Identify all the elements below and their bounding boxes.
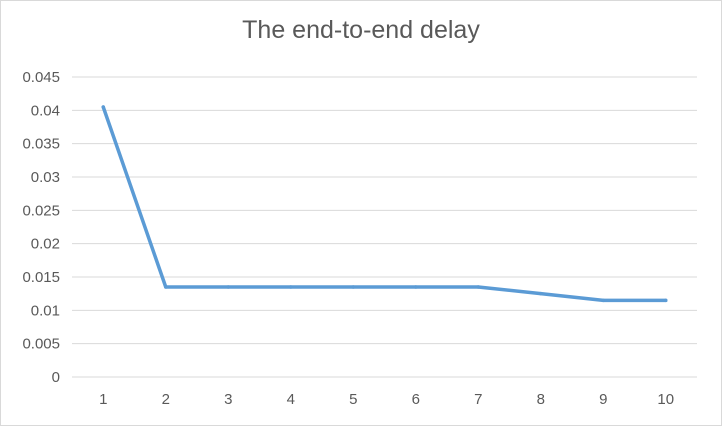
x-tick-label: 10: [657, 391, 674, 408]
x-tick-label: 3: [224, 391, 232, 408]
x-tick-label: 5: [349, 391, 357, 408]
data-point: [289, 285, 293, 289]
series-line: [101, 105, 668, 303]
x-tick-label: 8: [537, 391, 545, 408]
y-tick-label: 0.04: [31, 102, 60, 119]
y-tick-label: 0.025: [22, 202, 60, 219]
y-tick-label: 0.01: [31, 302, 60, 319]
data-point: [664, 298, 668, 303]
y-tick-label: 0.02: [31, 236, 60, 253]
data-point: [101, 105, 105, 109]
data-point: [476, 285, 480, 289]
data-point: [539, 291, 543, 296]
data-point: [351, 285, 355, 289]
data-point: [226, 285, 230, 289]
y-tick-label: 0.035: [22, 136, 60, 153]
x-tick-label: 4: [287, 391, 295, 408]
data-point: [414, 285, 418, 289]
y-tick-label: 0.015: [22, 269, 60, 286]
x-tick-label: 7: [474, 391, 482, 408]
data-point: [601, 298, 605, 303]
y-tick-label: 0.03: [31, 169, 60, 186]
x-tick-label: 2: [162, 391, 170, 408]
x-tick-label: 9: [599, 391, 607, 408]
x-tick-label: 6: [412, 391, 420, 408]
y-tick-label: 0.045: [22, 69, 60, 86]
y-tick-label: 0: [52, 369, 60, 386]
x-tick-label: 1: [99, 391, 107, 408]
data-point: [164, 285, 168, 289]
chart-title: The end-to-end delay: [242, 16, 480, 44]
y-tick-label: 0.005: [22, 336, 60, 353]
